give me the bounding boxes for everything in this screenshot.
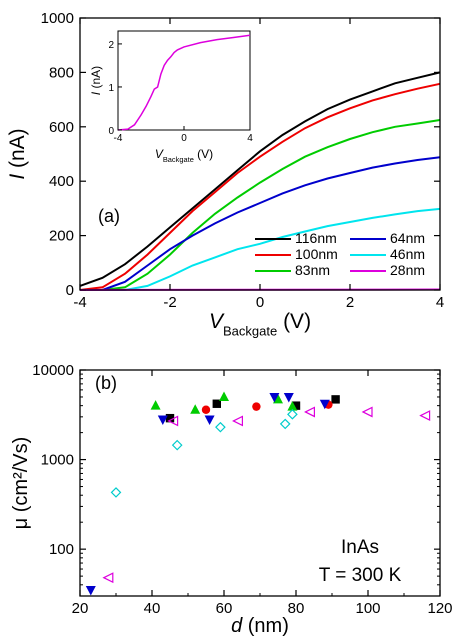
annotation-temperature: T = 300 K (319, 565, 402, 586)
data-point-triangle-down (283, 392, 294, 403)
inset-x-axis-label-unit: (V) (194, 147, 213, 161)
panel-label-b: (b) (95, 373, 117, 393)
data-point-diamond (110, 487, 122, 498)
y-axis-label-b-main: μ (10, 518, 32, 530)
x-axis-label-b-unit: (nm) (242, 615, 289, 637)
y-tick-label-a: 600 (49, 119, 74, 136)
x-axis-label-b: d (nm) (231, 615, 289, 637)
series-line-116nm (79, 71, 441, 287)
data-point-triangle-down (157, 415, 168, 426)
inset-y-tick-label: 1 (108, 83, 114, 94)
y-axis-label-b: μ (cm²/Vs) (10, 437, 32, 530)
inset-y-tick-label: 0 (108, 126, 114, 137)
data-point-triangle-up (190, 404, 201, 414)
data-point-square (212, 399, 221, 408)
inset-y-axis-label-main: I (89, 91, 103, 95)
x-axis-label-b-main: d (231, 615, 243, 637)
y-tick-label-a: 0 (66, 282, 74, 299)
y-axis-label-a: I (nA) (6, 128, 29, 179)
y-tick-label-b: 100 (49, 541, 74, 558)
x-tick-label-b: 80 (288, 600, 305, 617)
y-tick-label-b: 1000 (41, 452, 74, 469)
data-point-triangle-left (304, 406, 315, 418)
series-line-64nm (80, 156, 441, 291)
inset-x-tick-label: 0 (181, 133, 187, 144)
inset-x-axis-label: VBackgate (V) (155, 147, 213, 164)
x-tick-label-b: 40 (144, 600, 161, 617)
legend-label-100nm: 100nm (295, 246, 338, 262)
data-point-triangle-down (204, 415, 215, 426)
data-point-triangle-left (167, 415, 179, 427)
y-axis-label-a-unit: (nA) (6, 128, 29, 174)
data-point-triangle-left (419, 410, 431, 422)
data-point-triangle-down (85, 586, 96, 596)
inset-y-axis-label-unit: (nA) (89, 66, 103, 92)
y-axis-label-b-unit: (cm²/Vs) (10, 437, 32, 518)
x-tick-label-b: 20 (72, 600, 89, 617)
data-point-circle (201, 405, 211, 414)
legend-label-28nm: 28nm (390, 262, 425, 278)
data-point-triangle-down (269, 392, 280, 403)
data-point-triangle-up (150, 400, 161, 410)
legend-label-64nm: 64nm (390, 230, 425, 246)
data-point-triangle-up (273, 393, 283, 404)
legend-label-116nm: 116nm (295, 230, 337, 246)
data-point-diamond (171, 439, 183, 451)
annotation-material: InAs (341, 537, 379, 558)
data-point-triangle-up (219, 391, 229, 401)
inset-x-tick-label: 4 (247, 133, 253, 144)
panel-label-a: (a) (98, 206, 120, 226)
x-axis-label-a-main: V (209, 310, 225, 333)
legend-label-83nm: 83nm (295, 262, 330, 278)
series-line-83nm (80, 119, 441, 291)
data-point-circle (252, 402, 261, 411)
data-point-triangle-left (102, 572, 114, 584)
y-axis-label-a-main: I (6, 174, 29, 180)
data-point-triangle-up (287, 401, 298, 411)
x-tick-label-b: 60 (216, 600, 233, 617)
data-point-triangle-left (361, 406, 373, 418)
x-tick-label-b: 100 (355, 600, 380, 617)
inset-x-tick-label: -4 (114, 133, 123, 144)
data-point-square (165, 413, 175, 423)
y-tick-label-a: 200 (49, 228, 74, 245)
x-tick-label-a: -2 (163, 294, 176, 311)
series-line-100nm (79, 82, 441, 291)
x-tick-label-a: 2 (346, 294, 354, 311)
data-point-diamond (279, 418, 291, 430)
inset-y-axis-label: I (nA) (89, 66, 103, 95)
y-tick-label-a: 800 (49, 64, 74, 81)
x-tick-label-a: 4 (436, 294, 444, 311)
x-axis-label-a: VBackgate (V) (209, 310, 311, 338)
data-point-triangle-left (232, 415, 243, 427)
data-point-square (291, 401, 301, 410)
inset-x-axis-label-sub: Backgate (163, 155, 194, 164)
legend-label-46nm: 46nm (390, 246, 425, 262)
plot-frame-b (79, 369, 441, 597)
x-tick-label-a: 0 (256, 294, 264, 311)
inset-x-axis-label-main: V (155, 147, 164, 161)
data-point-diamond (287, 408, 298, 420)
inset-series-line (117, 34, 251, 131)
x-axis-label-a-sub: Backgate (223, 323, 277, 338)
x-tick-label-a: -4 (73, 294, 86, 311)
data-point-triangle-down (319, 399, 330, 410)
data-point-square (331, 395, 340, 404)
data-point-diamond (215, 421, 226, 433)
series-line-46nm (80, 207, 441, 291)
y-tick-label-a: 1000 (41, 10, 74, 27)
inset-y-tick-label: 2 (108, 40, 114, 51)
y-tick-label-b: 10000 (32, 362, 74, 379)
y-tick-label-a: 400 (49, 173, 74, 190)
x-tick-label-b: 120 (427, 600, 452, 617)
x-axis-label-a-unit: (V) (277, 310, 311, 333)
inset-frame (117, 30, 251, 131)
